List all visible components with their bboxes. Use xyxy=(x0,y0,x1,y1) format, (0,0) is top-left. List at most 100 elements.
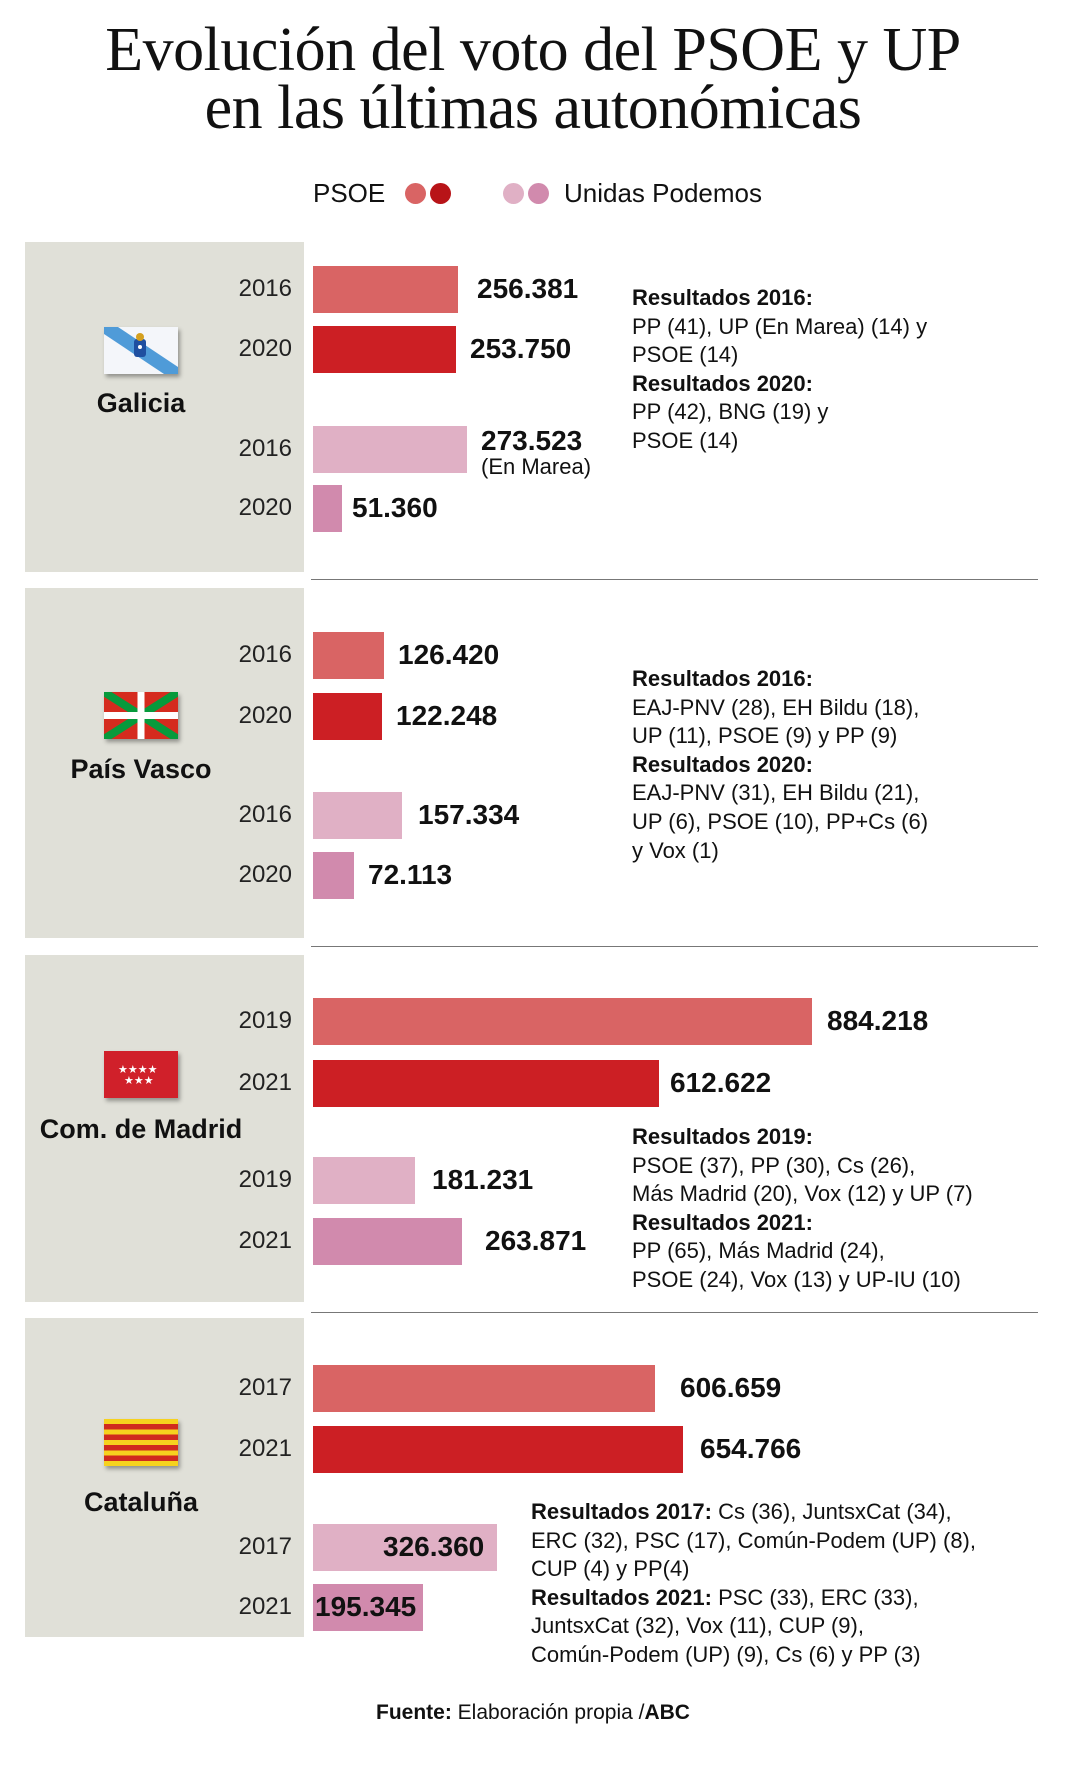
results-heading: Resultados 2019: xyxy=(632,1124,813,1149)
region-separator xyxy=(311,946,1038,947)
legend-up-label: Unidas Podemos xyxy=(564,178,762,208)
results-line: CUP (4) y PP(4) xyxy=(531,1555,976,1584)
region-panel-pais-vasco xyxy=(25,588,304,938)
legend-psoe-label: PSOE xyxy=(313,178,386,208)
bar-up-2020 xyxy=(313,485,342,532)
bar-psoe-2021 xyxy=(313,1060,659,1107)
results-heading: Resultados 2021: xyxy=(531,1584,712,1610)
source-label: Fuente: xyxy=(376,1701,452,1724)
bar-psoe-2016 xyxy=(313,632,384,679)
results-text: Cs (36), JuntsxCat (34), xyxy=(711,1499,952,1524)
region-separator xyxy=(311,1312,1038,1313)
legend: PSOE Unidas Podemos xyxy=(0,177,1066,209)
bar-year-label: 2016 xyxy=(238,641,292,668)
bar-value-label: 606.659 xyxy=(680,1372,782,1403)
bar-psoe-2020 xyxy=(313,326,456,373)
results-line: PSOE (14) xyxy=(632,427,927,456)
bar-value-label: 654.766 xyxy=(700,1433,802,1464)
bar-up-2017 xyxy=(313,1524,497,1571)
results-line: UP (11), PSOE (9) y PP (9) xyxy=(632,722,928,751)
source-footer: Fuente: Elaboración propia /ABC xyxy=(0,1700,1066,1726)
results-heading: Resultados 2021: xyxy=(632,1209,813,1235)
results-text: PSOE (24), Vox (13) y UP-IU (10) xyxy=(632,1266,961,1292)
bar-value-label: 157.334 xyxy=(418,799,520,830)
bar-value-label: 51.360 xyxy=(352,492,438,523)
results-line: PSOE (24), Vox (13) y UP-IU (10) xyxy=(632,1266,973,1295)
svg-text:★★★★: ★★★★ xyxy=(118,1063,158,1076)
results-line: JuntsxCat (32), Vox (11), CUP (9), xyxy=(531,1612,976,1641)
results-text: PSC (33), ERC (33), xyxy=(711,1584,919,1610)
results-heading: Resultados 2020: xyxy=(632,751,813,777)
bar-up-2020 xyxy=(313,852,354,899)
catalonia-flag-icon xyxy=(104,1419,178,1466)
results-text: PP (65), Más Madrid (24), xyxy=(632,1238,885,1264)
results-text: PP (41), UP (En Marea) (14) y xyxy=(632,313,928,339)
results-line: EAJ-PNV (31), EH Bildu (21), xyxy=(632,779,928,808)
bar-value-label: 612.622 xyxy=(670,1067,772,1098)
results-line: Resultados 2021: xyxy=(632,1209,973,1238)
bar-psoe-2016 xyxy=(313,266,458,313)
bar-value-label: 326.360 xyxy=(383,1531,485,1562)
results-heading: Resultados 2016: xyxy=(632,666,813,691)
region-name: Cataluña xyxy=(83,1487,199,1517)
bar-value-label: 273.523 xyxy=(481,425,583,456)
results-text: PSOE (37), PP (30), Cs (26), xyxy=(632,1152,916,1178)
results-line: Común-Podem (UP) (9), Cs (6) y PP (3) xyxy=(531,1641,976,1670)
bar-value-label: 256.381 xyxy=(477,273,579,304)
results-line: Resultados 2019: xyxy=(632,1123,973,1152)
bar-value-label: 884.218 xyxy=(827,1005,929,1036)
results-text: UP (6), PSOE (10), PP+Cs (6) xyxy=(632,808,929,834)
results-notes: Resultados 2016: PP (41), UP (En Marea) (… xyxy=(632,284,927,456)
bar-psoe-2020 xyxy=(313,693,382,740)
bar-year-label: 2016 xyxy=(238,435,292,462)
bar-psoe-2019 xyxy=(313,998,812,1045)
galicia-flag-icon xyxy=(104,327,178,374)
results-notes: Resultados 2016: EAJ-PNV (28), EH Bildu (… xyxy=(632,665,928,865)
results-text: UP (11), PSOE (9) y PP (9) xyxy=(632,723,898,749)
source-text: Elaboración propia / xyxy=(451,1701,645,1724)
region-separator xyxy=(311,579,1038,580)
region-panel-galicia xyxy=(25,242,304,572)
bar-psoe-2017 xyxy=(313,1365,655,1412)
results-text: y Vox (1) xyxy=(632,837,719,863)
results-heading: Resultados 2017: xyxy=(531,1499,712,1524)
bar-year-label: 2016 xyxy=(238,275,292,302)
bar-value-label: 181.231 xyxy=(432,1164,534,1195)
results-text: PSOE (14) xyxy=(632,427,739,453)
bar-up-2016 xyxy=(313,426,467,473)
bar-up-2019 xyxy=(313,1157,415,1204)
results-heading: Resultados 2016: xyxy=(632,285,813,310)
bar-year-label: 2017 xyxy=(238,1374,292,1401)
svg-text:★★★: ★★★ xyxy=(124,1074,154,1087)
basque-flag-icon xyxy=(101,688,181,743)
results-text: CUP (4) y PP(4) xyxy=(531,1556,690,1582)
results-text: EAJ-PNV (28), EH Bildu (18), xyxy=(632,694,920,720)
results-text: Común-Podem (UP) (9), Cs (6) y PP (3) xyxy=(531,1641,921,1667)
region-panel-com-de-madrid xyxy=(25,955,304,1302)
region-name: Galicia xyxy=(96,388,186,418)
legend-up-old-dot xyxy=(503,183,524,204)
bar-value-label: 122.248 xyxy=(396,700,498,731)
bar-year-label: 2021 xyxy=(238,1069,292,1096)
results-text: PP (42), BNG (19) y xyxy=(632,399,829,425)
region-panel-cataluna xyxy=(25,1318,304,1637)
bar-year-label: 2020 xyxy=(238,494,292,521)
results-line: Resultados 2021: PSC (33), ERC (33), xyxy=(531,1584,976,1613)
legend-psoe-new-dot xyxy=(430,183,451,204)
madrid-flag-icon: ★★★★ ★★★ xyxy=(104,1051,178,1098)
results-line: Resultados 2020: xyxy=(632,751,928,780)
bar-value-label: 263.871 xyxy=(485,1225,587,1256)
results-text: EAJ-PNV (31), EH Bildu (21), xyxy=(632,780,920,806)
bar-year-label: 2016 xyxy=(238,801,292,828)
results-line: ERC (32), PSC (17), Común-Podem (UP) (8)… xyxy=(531,1527,976,1556)
bar-sublabel: (En Marea) xyxy=(481,454,592,479)
bar-value-label: 253.750 xyxy=(470,333,572,364)
region-name: Com. de Madrid xyxy=(39,1114,243,1144)
results-line: Resultados 2016: xyxy=(632,284,927,313)
bar-year-label: 2019 xyxy=(238,1007,292,1034)
results-text: JuntsxCat (32), Vox (11), CUP (9), xyxy=(531,1613,864,1639)
legend-psoe-old-dot xyxy=(405,183,426,204)
results-line: PP (42), BNG (19) y xyxy=(632,398,927,427)
source-brand: ABC xyxy=(644,1701,690,1724)
